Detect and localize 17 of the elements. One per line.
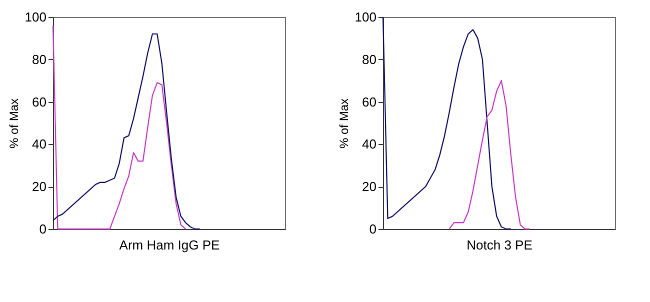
y-tick-label: 60 [362,94,376,110]
y-tick-label: 80 [32,52,46,67]
y-tick-label: 20 [32,179,46,194]
y-tick-label: 60 [32,94,46,110]
x-axis-title: Arm Ham IgG PE [119,238,220,252]
y-tick-label: 40 [32,136,46,152]
y-tick-label: 80 [362,52,376,67]
y-tick-label: 0 [369,222,376,236]
y-tick-label: 20 [362,179,376,194]
line-series [448,80,530,230]
x-axis-title: Notch 3 PE [466,238,533,252]
y-tick-label: 40 [362,136,376,152]
y-tick-label: 0 [39,222,46,236]
y-tick-label: 100 [354,10,376,24]
y-axis-title: % of Max [336,98,351,149]
y-tick-label: 100 [24,10,46,24]
y-axis-title: % of Max [6,98,21,149]
